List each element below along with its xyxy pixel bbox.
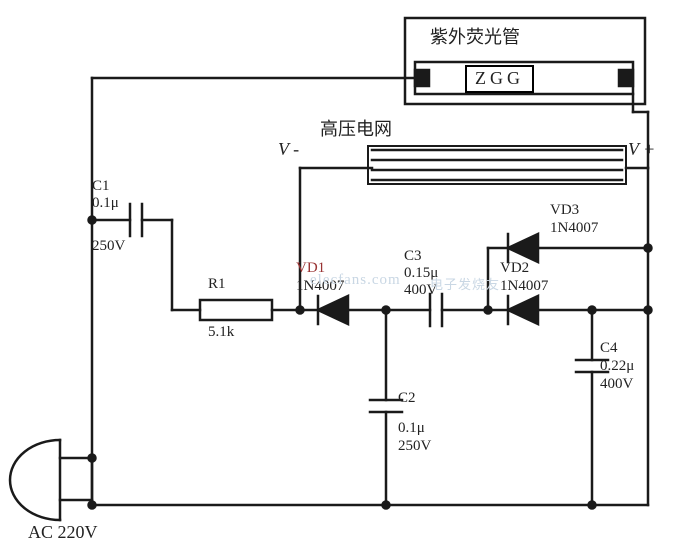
c4-rating: 400V [600,376,633,393]
vd3-part: 1N4007 [550,220,598,237]
r1-name: R1 [208,276,226,293]
tube-title: 紫外荧光管 [430,28,520,48]
v-plus-label: V + [628,140,655,160]
vd3-name: VD3 [550,202,579,219]
r1-val: 5.1k [208,324,234,341]
vd2-part: 1N4007 [500,278,548,295]
vd2-name: VD2 [500,260,529,277]
grid-label: 高压电网 [320,120,392,140]
watermark: elecfans.com [310,272,401,289]
c2-val: 0.1μ [398,420,425,437]
v-minus-label: V - [278,140,299,160]
ac-label: AC 220V [28,523,98,543]
c4-name: C4 [600,340,618,357]
watermark2: 电子发烧友 [430,278,500,292]
c2-name: C2 [398,390,416,407]
c1-rating: 250V [92,238,125,255]
c3-name: C3 [404,248,422,265]
c1-val: 0.1μ [92,195,119,212]
c2-rating: 250V [398,438,431,455]
c1-name: C1 [92,178,110,195]
c4-val: 0.22μ [600,358,634,375]
tube-designator: ZGG [465,65,534,93]
